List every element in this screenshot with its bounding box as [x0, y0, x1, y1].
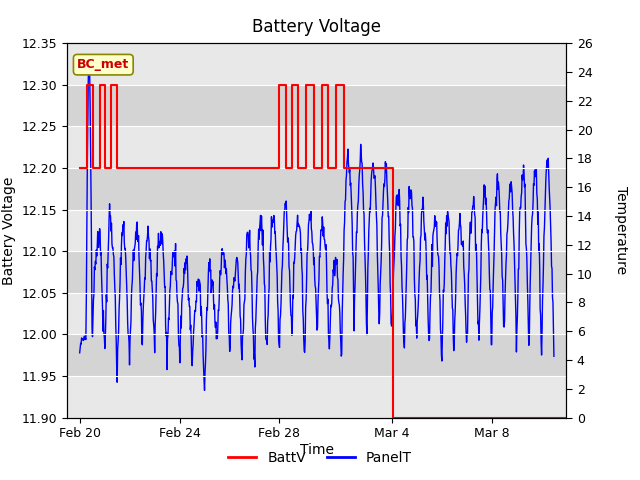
Bar	[67, 210, 566, 251]
Text: BC_met: BC_met	[77, 58, 129, 71]
Bar	[67, 293, 566, 335]
Y-axis label: Temperature: Temperature	[614, 186, 628, 275]
Y-axis label: Battery Voltage: Battery Voltage	[2, 176, 16, 285]
Bar	[67, 335, 566, 376]
Bar	[67, 43, 566, 85]
Bar	[67, 376, 566, 418]
Bar	[67, 85, 566, 126]
Bar	[67, 168, 566, 210]
Bar	[67, 251, 566, 293]
X-axis label: Time: Time	[300, 443, 334, 457]
Title: Battery Voltage: Battery Voltage	[252, 18, 381, 36]
Legend: BattV, PanelT: BattV, PanelT	[223, 445, 417, 471]
Bar	[67, 126, 566, 168]
